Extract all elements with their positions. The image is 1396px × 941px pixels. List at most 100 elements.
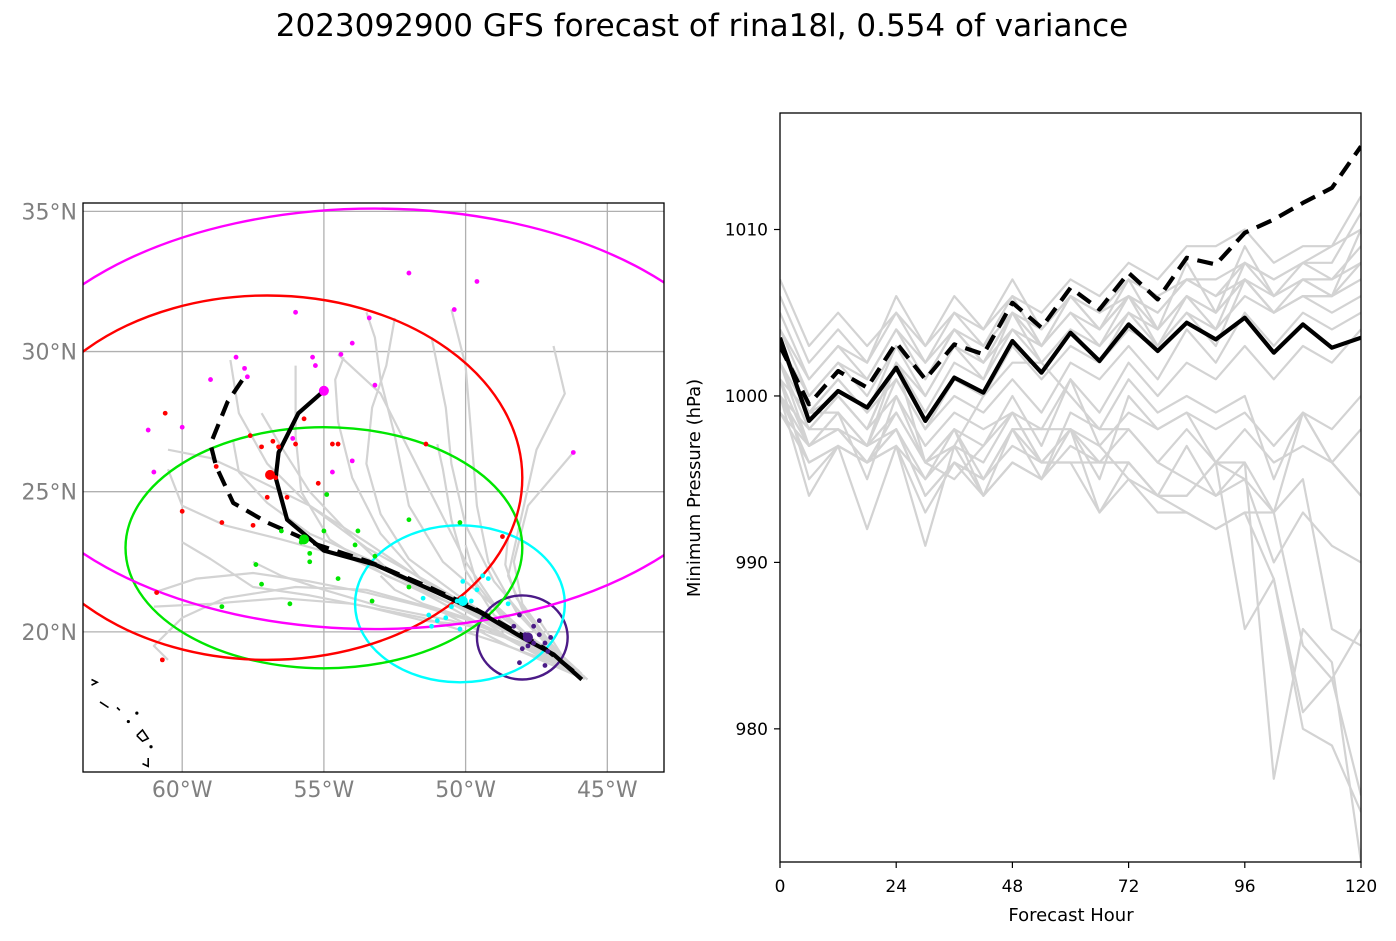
cyan-position-dot xyxy=(443,615,449,621)
caribbean-islands xyxy=(91,678,153,768)
green-position-dot xyxy=(406,584,412,590)
magenta-position-dot xyxy=(451,307,457,312)
ensemble-pressure-line xyxy=(780,212,1361,364)
indigo-position-dot xyxy=(536,632,542,638)
ensemble-track-line xyxy=(152,585,580,678)
green-position-dot xyxy=(335,576,341,581)
ensemble-pressure-line xyxy=(780,278,1361,447)
magenta-position-dot xyxy=(570,450,576,455)
green-position-dot xyxy=(278,528,284,534)
forecast-position-markers xyxy=(145,270,576,668)
magenta-position-dot xyxy=(349,340,355,346)
red-position-dot xyxy=(500,534,505,539)
green-position-dot xyxy=(259,581,264,587)
indigo-position-dot xyxy=(531,640,537,646)
lon-tick-label: 50°W xyxy=(435,778,496,803)
ensemble-track-line xyxy=(450,309,589,681)
magenta-position-dot xyxy=(330,469,335,475)
green-position-dot xyxy=(307,550,313,556)
green-position-dot xyxy=(355,528,361,534)
mean-track-solid xyxy=(273,389,584,682)
indigo-uncertainty-ellipse xyxy=(475,594,569,681)
ensemble-pressure-line xyxy=(780,228,1361,381)
y-tick-label: 1000 xyxy=(725,387,768,407)
x-tick-label: 0 xyxy=(775,877,786,897)
ensemble-pressure-line xyxy=(780,411,1361,813)
red-uncertainty-ellipse xyxy=(83,294,524,662)
ensemble-track-line xyxy=(507,345,583,678)
red-position-dot xyxy=(423,441,429,447)
mean-pressure-dashed xyxy=(780,145,1361,407)
ensemble-track-line xyxy=(167,448,580,675)
lat-tick-label: 35°N xyxy=(22,200,77,225)
track-map-panel: 60°W 55°W 50°W 45°W 20°N 25°N 30°N 35°N xyxy=(22,200,665,803)
magenta-position-dot xyxy=(293,309,298,315)
ensemble-pressure-line xyxy=(780,229,1361,381)
magenta-position-dot xyxy=(406,270,412,276)
red-position-dot xyxy=(219,520,225,525)
ensemble-pressure-line xyxy=(780,362,1361,796)
ensemble-track-line xyxy=(379,575,580,675)
magenta-position-dot xyxy=(338,351,344,357)
red-position-dot xyxy=(293,441,298,447)
green-position-dot xyxy=(352,542,358,548)
cyan-position-dot xyxy=(429,623,434,629)
pressure-panel: 0 24 48 72 96 120 980 990 1000 1010 Forecast Hour… xyxy=(684,112,1377,926)
ensemble-track-line xyxy=(512,451,583,681)
red-position-dot xyxy=(247,433,253,439)
magenta-mean-position-dot xyxy=(318,385,329,396)
indigo-mean-position-dot xyxy=(522,632,533,643)
indigo-position-dot xyxy=(536,618,542,624)
island-outline xyxy=(116,706,121,711)
indigo-position-dot xyxy=(545,649,551,654)
y-tick-label: 980 xyxy=(736,720,768,740)
x-tick-label: 96 xyxy=(1234,877,1256,897)
red-position-dot xyxy=(250,522,256,528)
cyan-position-dot xyxy=(449,604,454,610)
green-mean-position-dot xyxy=(299,534,310,545)
cyan-uncertainty-ellipse xyxy=(353,524,567,684)
magenta-position-dot xyxy=(474,279,480,284)
indigo-position-dot xyxy=(542,663,548,668)
x-tick-label: 24 xyxy=(885,877,907,897)
red-position-dot xyxy=(162,410,168,416)
pressure-ticks: 0 24 48 72 96 120 980 990 1000 1010 xyxy=(725,221,1377,897)
pressure-lines xyxy=(780,145,1361,862)
island-outline xyxy=(135,711,139,715)
magenta-position-dot xyxy=(208,377,213,382)
pressure-frame xyxy=(779,112,1362,863)
green-position-dot xyxy=(253,562,259,567)
green-position-dot xyxy=(321,528,327,534)
uncertainty-ellipses xyxy=(83,207,664,684)
ensemble-pressure-line xyxy=(780,394,1361,862)
magenta-position-dot xyxy=(349,458,355,464)
magenta-position-dot xyxy=(310,354,315,360)
figure-title: 2023092900 GFS forecast of rina18l, 0.55… xyxy=(275,8,1129,44)
map-tick-labels: 60°W 55°W 50°W 45°W 20°N 25°N 30°N 35°N xyxy=(22,200,638,803)
green-position-dot xyxy=(307,559,313,565)
indigo-position-dot xyxy=(548,635,554,640)
red-position-dot xyxy=(330,441,335,447)
x-axis-label: Forecast Hour xyxy=(1008,905,1134,926)
magenta-position-dot xyxy=(313,363,318,368)
island-outline xyxy=(91,678,100,686)
cyan-position-dot xyxy=(480,573,486,579)
ensemble-pressure-line xyxy=(780,311,1361,431)
y-axis-label: Minimum Pressure (hPa) xyxy=(684,379,705,597)
x-tick-label: 72 xyxy=(1118,877,1140,897)
y-tick-label: 1010 xyxy=(725,221,768,241)
indigo-position-dot xyxy=(517,660,522,666)
red-position-dot xyxy=(276,444,281,450)
magenta-position-dot xyxy=(179,424,185,430)
lon-tick-label: 55°W xyxy=(294,778,355,803)
green-position-dot xyxy=(219,604,225,610)
red-position-dot xyxy=(301,416,307,422)
island-outline xyxy=(149,745,153,749)
red-position-dot xyxy=(335,441,341,447)
red-position-dot xyxy=(259,444,264,450)
ensemble-track-line xyxy=(252,560,580,675)
cyan-position-dot xyxy=(505,601,511,607)
ensemble-pressure-line xyxy=(780,378,1361,497)
cyan-position-dot xyxy=(485,576,491,581)
